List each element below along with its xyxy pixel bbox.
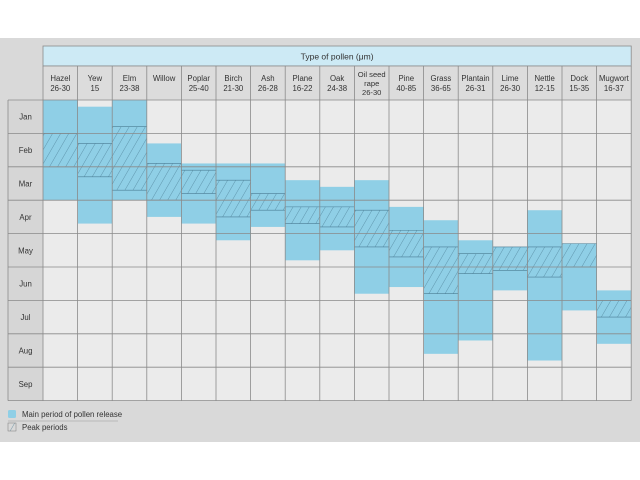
pollen-size-plane: 16-22 [293,84,313,93]
peak-period-elm [112,126,147,191]
peak-period-lime [492,246,528,271]
pollen-header-pine: Pine [398,74,414,83]
chart-title: Type of pollen (μm) [301,52,374,62]
pollen-size-ash: 26-28 [258,84,278,93]
pollen-header-poplar: Poplar [187,74,210,83]
month-label-jul: Jul [21,313,31,322]
pollen-size-poplar: 25-40 [189,84,210,93]
peak-period-yew [77,143,113,177]
pollen-header-mugwort: Mugwort [599,74,630,83]
peak-period-grass [423,246,459,294]
header-row-background [43,66,632,100]
peak-period-plane [285,206,320,224]
pollen-header-dock: Dock [570,74,588,83]
main-period-bar-nettle [527,210,562,361]
pollen-size-nettle: 12-15 [535,84,556,93]
pollen-size-pine: 40-85 [396,84,417,93]
pollen-header-elm: Elm [123,74,136,83]
month-label-sep: Sep [19,380,34,389]
pollen-size-plantain: 26-31 [466,84,486,93]
pollen-size-dock: 15-35 [569,84,590,93]
month-column-background [8,100,43,401]
pollen-size-mugwort: 16-37 [604,84,624,93]
pollen-header-ash: Ash [261,74,274,83]
pollen-size-yew: 15 [91,84,100,93]
pollen-header-plane: Plane [293,74,313,83]
pollen-size-hazel: 26-30 [50,84,71,93]
legend-peak-label: Peak periods [22,423,68,432]
month-label-feb: Feb [19,146,33,155]
legend-main-swatch [8,410,16,418]
pollen-header-birch: Birch [224,74,242,83]
pollen-header-nettle: Nettle [535,74,555,83]
pollen-header-oil-seed-rape-line1: Oil seed [358,70,386,79]
legend-main-label: Main period of pollen release [22,410,122,419]
pollen-size-lime: 26-30 [500,84,521,93]
month-label-jun: Jun [19,280,32,289]
month-label-apr: Apr [19,213,32,222]
pollen-header-plantain: Plantain [461,74,489,83]
pollen-header-oak: Oak [330,74,344,83]
pollen-size-birch: 21-30 [223,84,244,93]
peak-period-ash [250,193,286,211]
month-label-jan: Jan [19,113,32,122]
pollen-size-oak: 24-38 [327,84,347,93]
peak-period-plantain [458,253,493,274]
peak-period-dock [562,243,597,267]
month-label-may: May [18,246,33,255]
pollen-header-willow: Willow [153,74,176,83]
pollen-size-oil-seed-rape: 26-30 [362,88,381,97]
pollen-header-yew: Yew [88,74,103,83]
peak-period-pine [389,230,424,257]
peak-period-oak [319,206,355,227]
month-label-aug: Aug [19,347,33,356]
pollen-header-grass: Grass [431,74,452,83]
peak-period-oil-seed-rape [354,210,389,247]
pollen-size-grass: 36-65 [431,84,452,93]
peak-period-mugwort [596,300,632,318]
peak-period-hazel [43,133,78,167]
month-label-mar: Mar [19,180,33,189]
pollen-header-oil-seed-rape-line2: rape [364,79,379,88]
pollen-header-hazel: Hazel [50,74,70,83]
peak-period-poplar [181,170,216,194]
pollen-header-lime: Lime [502,74,519,83]
peak-period-birch [216,180,251,217]
peak-period-willow [146,163,182,201]
legend-peak-swatch [7,422,17,432]
peak-period-nettle [527,246,562,278]
pollen-size-elm: 23-38 [120,84,140,93]
